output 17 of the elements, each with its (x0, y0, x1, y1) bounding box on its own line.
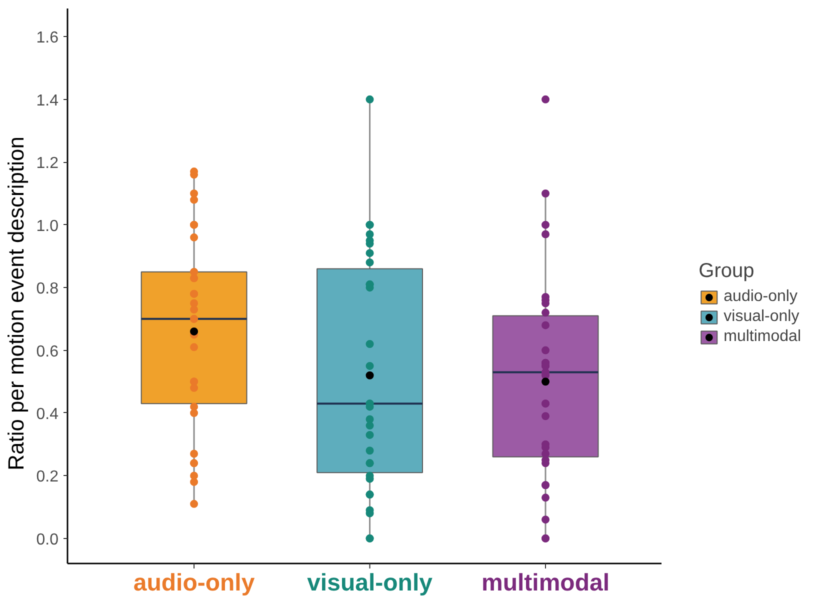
legend-label: audio-only (724, 288, 798, 306)
y-tick-label: 0.4 (36, 406, 59, 423)
y-axis-title: Ratio per motion event description (3, 136, 28, 470)
y-tick-label: 0.0 (36, 531, 59, 548)
legend-label: visual-only (724, 308, 800, 326)
x-tick-label: visual-only (307, 570, 434, 596)
y-tick-label: 1.0 (36, 218, 59, 235)
legend-title: Group (698, 260, 756, 283)
x-tick-label: multimodal (482, 570, 610, 596)
legend-label: multimodal (724, 328, 801, 346)
y-tick-label: 0.8 (36, 280, 59, 298)
y-tick-label: 1.6 (36, 30, 59, 47)
y-tick-label: 1.4 (36, 92, 59, 110)
x-tick-label: audio-only (133, 570, 256, 596)
y-tick-label: 0.2 (36, 468, 59, 486)
y-tick-label: 0.6 (36, 343, 59, 360)
y-tick-label: 1.2 (36, 155, 59, 172)
